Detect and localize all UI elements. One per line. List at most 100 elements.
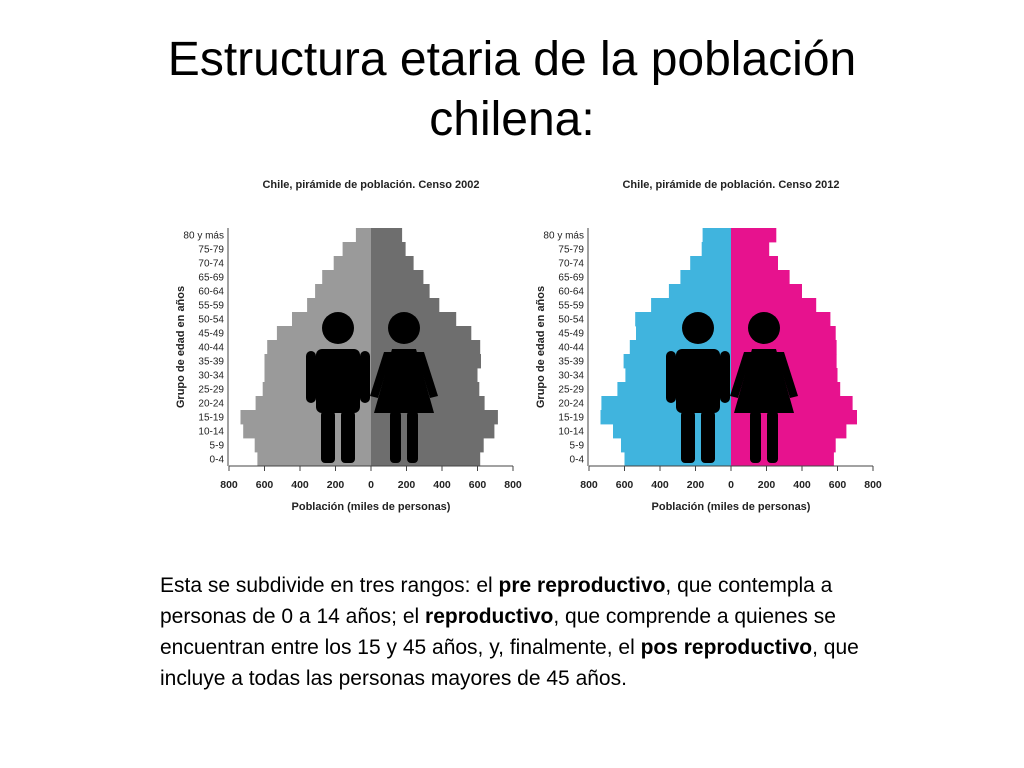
chart1-bar-right-45-49: [731, 326, 836, 341]
pyramid-chart-2002-svg: Chile, pirámide de población. Censo 2002…: [175, 179, 522, 513]
chart0-bar-right-15-19: [371, 410, 498, 425]
chart1-age-label: 30-34: [558, 371, 584, 382]
chart1-age-label: 45-49: [558, 329, 584, 340]
chart0-bar-left-10-14: [243, 424, 371, 439]
chart1-age-label: 80 y más: [543, 231, 584, 242]
chart1-age-label: 25-29: [558, 385, 584, 396]
chart0-x-tick-label: 200: [398, 479, 416, 491]
chart1-bar-right-70-74: [731, 256, 778, 271]
chart1-bar-right-50-54: [731, 312, 831, 327]
chart1-bar-left-65-69: [680, 270, 731, 285]
chart0-xlabel: Población (miles de personas): [292, 501, 451, 513]
chart1-age-label: 50-54: [558, 315, 584, 326]
chart0-bar-right-10-14: [371, 424, 495, 439]
chart0-bar-left-55-59: [307, 298, 371, 313]
chart1-age-label: 0-4: [570, 455, 585, 466]
chart1-bar-right-60-64: [731, 284, 802, 299]
chart0-bar-left-60-64: [315, 284, 371, 299]
chart0-bar-right-70-74: [371, 256, 414, 271]
pyramid-chart-2002: Chile, pirámide de población. Censo 2002…: [166, 168, 526, 518]
chart1-x-tick-label: 600: [616, 479, 634, 491]
chart0-x-tick-label: 600: [256, 479, 274, 491]
chart0-age-label: 55-59: [198, 301, 224, 312]
chart0-x-tick-label: 200: [327, 479, 345, 491]
chart1-bar-left-55-59: [651, 298, 731, 313]
description-paragraph: Esta se subdivide en tres rangos: el pre…: [160, 570, 860, 694]
chart0-x-tick-label: 0: [368, 479, 374, 491]
chart1-title: Chile, pirámide de población. Censo 2012: [622, 179, 839, 191]
chart1-age-label: 55-59: [558, 301, 584, 312]
chart1-age-label: 20-24: [558, 399, 584, 410]
chart1-bar-right-10-14: [731, 424, 847, 439]
chart1-age-label: 35-39: [558, 357, 584, 368]
chart1-x-tick-label: 400: [793, 479, 811, 491]
male-figure-icon: [306, 312, 370, 463]
chart1-bar-right-15-19: [731, 410, 857, 425]
slide-title-line-2: chilena:: [429, 93, 595, 146]
paragraph-text: , que contempla a personas de 0 a 14 año…: [160, 574, 833, 628]
chart0-x-tick-label: 400: [291, 479, 309, 491]
chart0-bar-right-55-59: [371, 298, 440, 313]
chart0-title: Chile, pirámide de población. Censo 2002: [262, 179, 479, 191]
chart1-bar-right-65-69: [731, 270, 790, 285]
chart1-age-label: 75-79: [558, 245, 584, 256]
chart1-x-tick-label: 800: [864, 479, 882, 491]
chart1-bar-left-70-74: [690, 256, 731, 271]
paragraph-bold-term: pre reproductivo: [498, 574, 666, 597]
chart1-age-label: 70-74: [558, 259, 584, 270]
chart1-x-tick-label: 0: [728, 479, 734, 491]
paragraph-bold-term: reproductivo: [425, 605, 554, 628]
chart0-age-label: 25-29: [198, 385, 224, 396]
chart1-x-tick-label: 400: [651, 479, 669, 491]
chart0-bar-right-75-79: [371, 242, 406, 257]
chart0-bar-right-80 y más: [371, 228, 403, 243]
chart1-x-tick-label: 200: [758, 479, 776, 491]
chart0-age-label: 75-79: [198, 245, 224, 256]
chart1-bar-left-60-64: [668, 284, 731, 299]
chart0-bar-right-5-9: [371, 438, 484, 453]
chart1-age-label: 60-64: [558, 287, 584, 298]
chart0-age-label: 80 y más: [183, 231, 224, 242]
chart1-bar-left-80 y más: [702, 228, 731, 243]
chart1-age-label: 10-14: [558, 427, 584, 438]
chart0-bar-right-45-49: [371, 326, 472, 341]
chart0-age-label: 45-49: [198, 329, 224, 340]
chart0-x-tick-label: 800: [220, 479, 238, 491]
chart1-bar-right-75-79: [731, 242, 770, 257]
chart0-ylabel: Grupo de edad en años: [175, 286, 187, 408]
chart1-age-label: 5-9: [570, 441, 585, 452]
chart0-age-label: 5-9: [210, 441, 225, 452]
chart1-x-tick-label: 800: [580, 479, 598, 491]
chart1-bar-right-0-4: [731, 452, 834, 467]
chart1-bar-left-0-4: [624, 452, 731, 467]
chart0-age-label: 40-44: [198, 343, 224, 354]
chart0-x-tick-label: 400: [433, 479, 451, 491]
chart1-x-tick-label: 200: [687, 479, 705, 491]
chart0-age-label: 35-39: [198, 357, 224, 368]
chart1-x-tick-label: 600: [829, 479, 847, 491]
chart1-bar-right-55-59: [731, 298, 817, 313]
chart0-age-label: 30-34: [198, 371, 224, 382]
chart0-x-tick-label: 800: [504, 479, 522, 491]
chart1-bar-left-15-19: [600, 410, 731, 425]
chart0-bar-left-70-74: [333, 256, 371, 271]
chart1-age-label: 65-69: [558, 273, 584, 284]
chart0-age-label: 70-74: [198, 259, 224, 270]
chart0-age-label: 15-19: [198, 413, 224, 424]
chart1-bar-right-5-9: [731, 438, 836, 453]
chart1-xlabel: Población (miles de personas): [652, 501, 811, 513]
male-figure-icon: [666, 312, 730, 463]
chart0-bar-left-15-19: [240, 410, 371, 425]
chart0-x-tick-label: 600: [469, 479, 487, 491]
chart0-age-label: 0-4: [210, 455, 225, 466]
slide-title-line-1: Estructura etaria de la población: [167, 33, 857, 86]
chart1-age-label: 15-19: [558, 413, 584, 424]
chart1-bar-right-80 y más: [731, 228, 777, 243]
chart0-age-label: 60-64: [198, 287, 224, 298]
pyramid-chart-2012: Chile, pirámide de población. Censo 2012…: [526, 168, 894, 518]
chart0-bar-right-0-4: [371, 452, 481, 467]
chart1-ylabel: Grupo de edad en años: [535, 286, 547, 408]
chart0-age-label: 10-14: [198, 427, 224, 438]
chart0-bar-right-65-69: [371, 270, 424, 285]
paragraph-text: , que incluye a todas las personas mayor…: [160, 636, 859, 690]
